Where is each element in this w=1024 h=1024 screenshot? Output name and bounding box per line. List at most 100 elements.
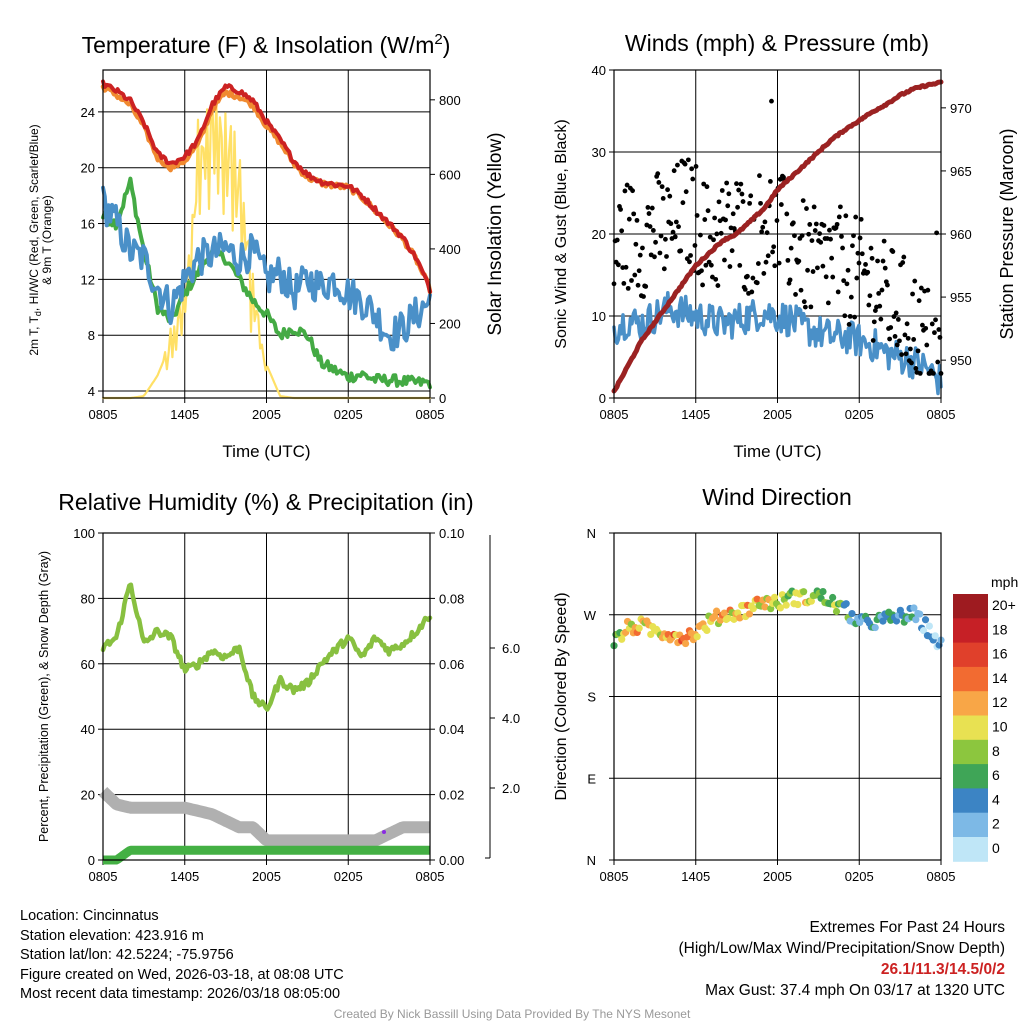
- gust-point: [636, 268, 642, 274]
- colorbar: mph 20+ 18 16 14 12 10 8 6 4 2 0: [953, 574, 1018, 862]
- gust-point: [708, 262, 714, 268]
- y-tick-label: 20: [81, 788, 95, 803]
- gust-point: [788, 245, 794, 251]
- y2-tick-label: 200: [439, 316, 461, 331]
- gust-point: [762, 219, 768, 225]
- y-tick-label: 16: [81, 217, 95, 232]
- y-tick-label: 24: [81, 105, 95, 120]
- y2-tick-label: 0: [439, 391, 446, 406]
- gust-point: [614, 237, 620, 243]
- direction-point: [925, 622, 933, 630]
- gust-point: [820, 263, 826, 269]
- panel-1: Temperature (F) & Insolation (W/m2) 0805 1…: [27, 31, 506, 461]
- gust-point: [660, 196, 666, 201]
- gust-point: [625, 285, 631, 291]
- x-tick-label: 2005: [763, 869, 792, 884]
- gust-point: [903, 351, 909, 357]
- series-dew-point: [101, 176, 432, 390]
- direction-point: [720, 609, 728, 617]
- gust-point: [659, 184, 665, 190]
- direction-point: [842, 600, 850, 608]
- colorbar-title: mph: [991, 574, 1018, 590]
- y2-tick-label: 400: [439, 242, 461, 257]
- gust-point: [839, 234, 844, 239]
- direction-point: [712, 607, 721, 615]
- gust-point: [643, 284, 649, 289]
- gust-point: [649, 205, 655, 211]
- direction-point: [730, 615, 738, 623]
- gust-point: [758, 200, 763, 206]
- gust-point: [750, 275, 756, 281]
- x-tick-label: 0805: [927, 869, 956, 884]
- x-tick-label: 1405: [681, 869, 710, 884]
- gust-point: [809, 238, 815, 243]
- gust-point: [626, 216, 632, 222]
- gust-point: [910, 291, 915, 297]
- gust-point: [742, 287, 748, 292]
- gust-point: [722, 257, 727, 263]
- x-tick-label: 0205: [334, 407, 363, 422]
- gust-point: [801, 299, 807, 305]
- gust-point: [761, 271, 767, 276]
- series-station-pressure: [611, 79, 944, 394]
- y3-tick-label: 4.0: [502, 711, 520, 726]
- gust-point: [635, 282, 641, 288]
- gust-point: [934, 230, 940, 236]
- y-tick-label: N: [587, 526, 596, 541]
- gust-point: [890, 249, 896, 254]
- gust-point: [767, 179, 773, 184]
- gust-point: [830, 274, 836, 280]
- gust-point: [807, 222, 813, 227]
- gust-point: [747, 200, 753, 206]
- gust-point: [932, 330, 937, 336]
- direction-point: [819, 588, 827, 596]
- y2-tick-label: 0.06: [439, 657, 464, 672]
- colorbar-swatch: [953, 812, 988, 838]
- gust-point: [700, 282, 705, 288]
- direction-point: [770, 593, 779, 601]
- gust-point: [823, 274, 829, 280]
- gust-point: [694, 213, 700, 218]
- colorbar-swatch: [953, 691, 988, 716]
- gust-point: [652, 254, 657, 260]
- colorbar-swatch: [953, 642, 988, 668]
- gust-point: [916, 298, 922, 304]
- gust-point: [680, 200, 686, 206]
- y2-tick-label: 960: [950, 227, 972, 242]
- gust-point: [879, 287, 885, 293]
- gust-point: [784, 211, 790, 217]
- x-tick-label: 0205: [845, 869, 874, 884]
- panel-2: Winds (mph) & Pressure (mb) 0805 1405 2005 0…: [553, 30, 1017, 461]
- gust-point: [881, 238, 887, 244]
- y2-tick-label: 800: [439, 93, 461, 108]
- series-relative-humidity: [100, 582, 433, 712]
- direction-point: [921, 616, 930, 624]
- direction-point: [703, 626, 711, 635]
- gust-point: [892, 333, 898, 339]
- gust-point: [865, 269, 871, 275]
- gust-point: [737, 263, 743, 268]
- gust-point: [900, 260, 906, 265]
- extremes-values: 26.1/11.3/14.5/0/2: [880, 961, 1005, 978]
- gust-point: [813, 221, 819, 227]
- gust-point: [827, 227, 832, 233]
- gust-point: [855, 250, 861, 256]
- gust-point: [729, 248, 735, 254]
- y-tick-label: 12: [81, 272, 95, 287]
- gust-point: [630, 188, 635, 194]
- gust-point: [645, 205, 651, 210]
- credit-text: Created By Nick Bassill Using Data Provi…: [333, 1007, 691, 1021]
- y2-tick-label: 965: [950, 164, 972, 179]
- gust-point: [634, 217, 640, 223]
- gust-point: [867, 293, 873, 299]
- gust-point: [754, 280, 760, 286]
- gust-point: [661, 266, 667, 272]
- gust-point: [670, 229, 676, 235]
- gust-point: [925, 287, 931, 293]
- gust-point: [776, 260, 782, 266]
- gust-point: [623, 264, 629, 270]
- gust-point: [632, 272, 638, 278]
- gust-point: [738, 181, 744, 187]
- y3-tick-label: 2.0: [502, 781, 520, 796]
- y-tick-label: 20: [81, 161, 95, 176]
